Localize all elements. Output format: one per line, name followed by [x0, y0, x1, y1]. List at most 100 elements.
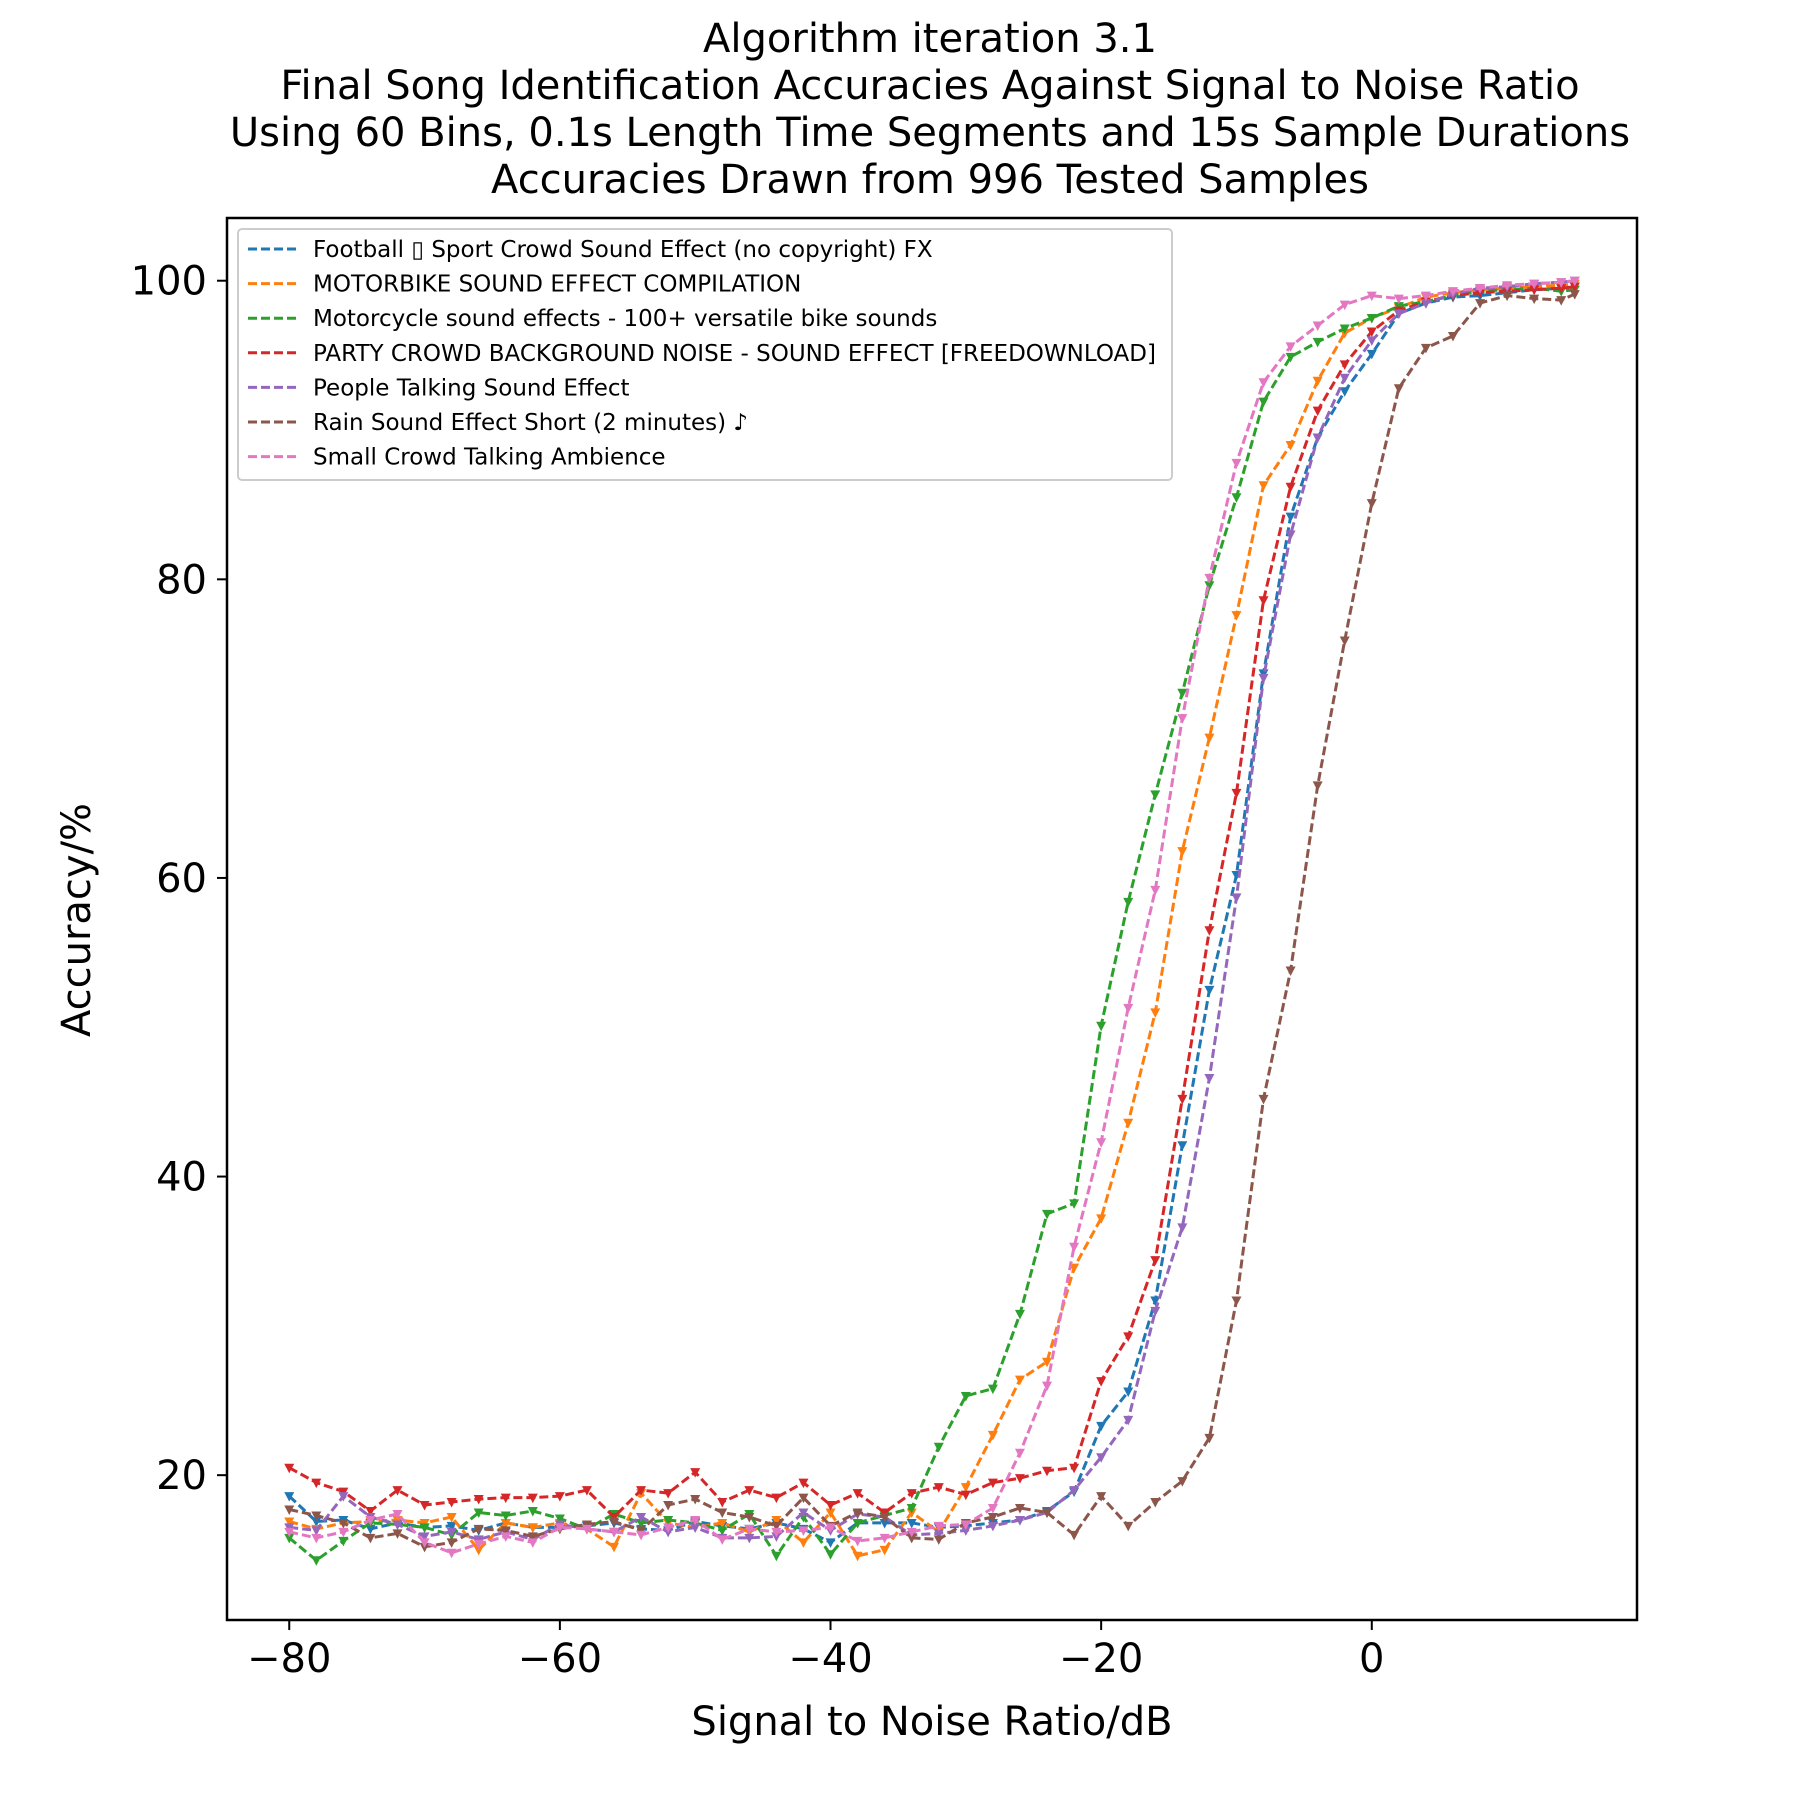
data-point-marker	[311, 1556, 322, 1566]
data-point-marker	[1096, 1138, 1107, 1148]
data-point-marker	[1123, 897, 1134, 908]
data-point-marker	[1339, 324, 1350, 334]
data-point-marker	[1529, 294, 1540, 305]
data-point-marker	[879, 1545, 890, 1556]
data-point-marker	[284, 1533, 295, 1544]
data-point-marker	[1177, 1141, 1188, 1151]
data-point-marker	[906, 1527, 917, 1538]
data-point-marker	[1150, 1256, 1161, 1266]
data-point-marker	[1339, 373, 1350, 384]
data-point-marker	[636, 1512, 647, 1523]
data-point-marker	[419, 1538, 430, 1548]
data-point-marker	[663, 1489, 674, 1499]
y-tick-label: 80	[156, 557, 207, 603]
series-layer	[284, 276, 1580, 1566]
data-point-marker	[852, 1536, 863, 1547]
data-point-marker	[690, 1515, 701, 1526]
data-point-marker	[825, 1550, 836, 1560]
data-point-marker	[960, 1392, 971, 1402]
series-3	[284, 282, 1580, 1523]
y-tick-label: 100	[131, 259, 207, 305]
data-point-marker	[365, 1507, 376, 1517]
data-point-marker	[365, 1524, 376, 1535]
data-point-marker	[1312, 406, 1323, 417]
data-point-marker	[1502, 281, 1513, 291]
x-axis: −80 −60 −40 −20 0	[247, 1620, 1385, 1682]
data-point-marker	[1258, 1094, 1269, 1105]
data-point-marker	[1312, 376, 1323, 387]
y-tick-label: 60	[156, 856, 207, 902]
data-point-marker	[1312, 781, 1323, 791]
data-point-marker	[1204, 733, 1215, 744]
data-point-marker	[933, 1521, 944, 1532]
data-point-marker	[1014, 1309, 1025, 1320]
data-point-marker	[690, 1523, 701, 1533]
data-point-marker	[1339, 300, 1350, 311]
data-point-marker	[1150, 885, 1161, 896]
data-point-marker	[717, 1498, 728, 1508]
data-point-marker	[1393, 294, 1404, 305]
data-point-marker	[1177, 1223, 1188, 1233]
y-tick-label: 40	[156, 1155, 207, 1201]
data-point-marker	[392, 1509, 403, 1520]
data-point-marker	[1069, 1530, 1080, 1541]
data-point-marker	[446, 1527, 457, 1538]
data-point-marker	[879, 1512, 890, 1523]
data-point-marker	[771, 1527, 782, 1538]
data-point-marker	[1096, 1214, 1107, 1224]
data-point-marker	[311, 1478, 322, 1489]
data-point-marker	[527, 1507, 538, 1517]
legend-entry-label: Small Crowd Talking Ambience	[313, 445, 666, 471]
data-point-marker	[1042, 1466, 1053, 1477]
data-point-marker	[1231, 1296, 1242, 1306]
data-point-marker	[1123, 1387, 1134, 1398]
data-point-marker	[419, 1501, 430, 1511]
data-point-marker	[1177, 714, 1188, 724]
data-point-marker	[690, 1495, 701, 1505]
data-point-marker	[446, 1548, 457, 1559]
data-point-marker	[852, 1508, 863, 1518]
legend: Football ▯ Sport Crowd Sound Effect (no …	[237, 228, 1173, 481]
data-point-marker	[1556, 296, 1567, 306]
data-point-marker	[1177, 847, 1188, 857]
data-point-marker	[311, 1511, 322, 1521]
data-point-marker	[1150, 790, 1161, 800]
title-line-2: Final Song Identification Accuracies Aga…	[280, 63, 1579, 109]
title-line-4: Accuracies Drawn from 996 Tested Samples	[491, 157, 1369, 203]
data-point-marker	[1285, 440, 1296, 451]
data-point-marker	[1096, 1453, 1107, 1463]
data-point-marker	[1502, 291, 1513, 302]
data-point-marker	[1014, 1375, 1025, 1386]
data-point-marker	[744, 1486, 755, 1496]
data-point-marker	[960, 1526, 971, 1536]
data-point-marker	[1069, 1463, 1080, 1474]
data-point-marker	[1150, 1296, 1161, 1306]
data-point-marker	[1366, 349, 1377, 360]
data-point-marker	[1014, 1474, 1025, 1484]
data-point-marker	[581, 1524, 592, 1535]
data-point-marker	[1204, 1074, 1215, 1084]
data-point-marker	[1231, 893, 1242, 903]
data-point-marker	[1069, 1242, 1080, 1253]
data-point-marker	[987, 1504, 998, 1514]
data-point-marker	[284, 1505, 295, 1516]
plot-area-frame	[225, 216, 1639, 1622]
data-point-marker	[771, 1521, 782, 1532]
legend-entry-label: MOTORBIKE SOUND EFFECT COMPILATION	[313, 272, 801, 298]
data-point-marker	[1177, 1094, 1188, 1105]
data-point-marker	[1204, 985, 1215, 996]
data-point-marker	[1312, 337, 1323, 348]
data-point-marker	[879, 1518, 890, 1529]
data-point-marker	[933, 1442, 944, 1453]
data-point-marker	[1569, 276, 1580, 287]
legend-entry-label: Rain Sound Effect Short (2 minutes) ♪	[313, 410, 748, 436]
data-point-marker	[1556, 284, 1567, 294]
data-point-marker	[1014, 1448, 1025, 1459]
data-point-marker	[1475, 299, 1486, 309]
data-point-marker	[636, 1530, 647, 1541]
x-tick-label: −60	[518, 1636, 602, 1682]
data-point-marker	[1150, 1008, 1161, 1018]
data-point-marker	[825, 1523, 836, 1533]
x-tick-label: −80	[247, 1636, 331, 1682]
data-point-marker	[798, 1478, 809, 1489]
